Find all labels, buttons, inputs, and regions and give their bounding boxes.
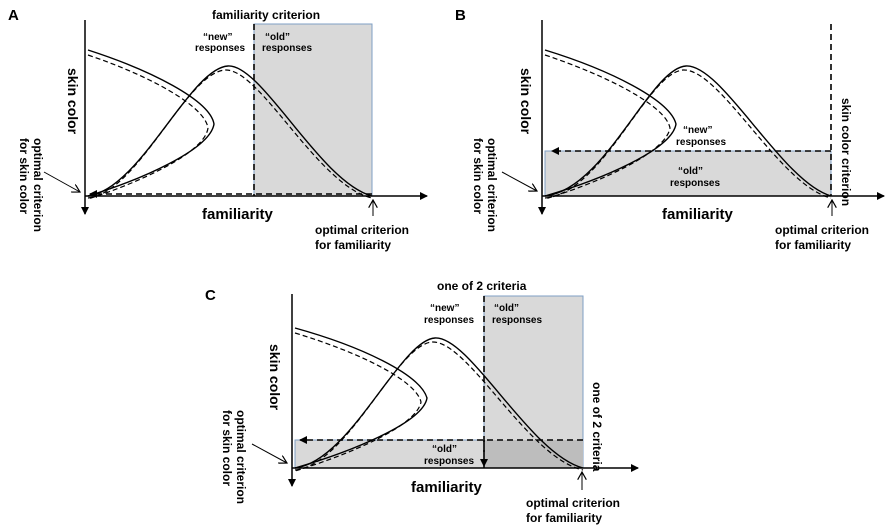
- optimal-fam-1: optimal criterion: [526, 496, 620, 510]
- optimal-fam-1: optimal criterion: [775, 223, 869, 237]
- new-label-2: responses: [195, 43, 245, 54]
- optimal-fam-2: for familiarity: [315, 238, 391, 252]
- x-axis-label: familiarity: [411, 479, 483, 496]
- optimal-fam-2: for familiarity: [526, 511, 602, 525]
- x-axis-label: familiarity: [662, 206, 734, 223]
- distributions: [87, 49, 373, 200]
- old-label-bottom-1: “old”: [432, 444, 457, 455]
- x-axis-label: familiarity: [202, 206, 274, 223]
- old-label-top-2: responses: [492, 315, 542, 326]
- old-label-2: responses: [670, 178, 720, 189]
- side-criterion-label: skin color criterion: [839, 98, 853, 206]
- side-criterion-label: one of 2 criteria: [590, 382, 604, 472]
- panel-label: C: [205, 287, 216, 304]
- old-label-bottom-2: responses: [424, 456, 474, 467]
- optimal-skin-2: for skin color: [17, 138, 31, 214]
- old-label-1: “old”: [678, 166, 703, 177]
- y-axis-label: skin color: [518, 68, 534, 135]
- top-criterion-label: familiarity criterion: [212, 8, 320, 22]
- optimal-skin-1: optimal criterion: [485, 138, 499, 232]
- distributions: [294, 327, 584, 472]
- overlap-region: [484, 440, 583, 468]
- panel-label: A: [8, 7, 19, 24]
- old-label-top-1: “old”: [494, 303, 519, 314]
- old-responses-region: [253, 23, 373, 197]
- optimal-fam-2: for familiarity: [775, 238, 851, 252]
- new-label-2: responses: [676, 137, 726, 148]
- y-axis-label: skin color: [65, 68, 81, 135]
- top-criterion-label: one of 2 criteria: [437, 279, 527, 293]
- optimal-skin-2: for skin color: [471, 138, 485, 214]
- panel-label: B: [455, 7, 466, 24]
- optimal-skin-1: optimal criterion: [234, 410, 248, 504]
- panel-b: B “new” responses “old” responses skin c…: [455, 7, 885, 252]
- optimal-skin-1: optimal criterion: [31, 138, 45, 232]
- distributions: [544, 49, 832, 200]
- optimal-fam-1: optimal criterion: [315, 223, 409, 237]
- new-label-2: responses: [424, 315, 474, 326]
- new-label-1: “new”: [430, 303, 459, 314]
- old-label-2: responses: [262, 43, 312, 54]
- old-responses-region: [544, 150, 832, 197]
- panel-a: A familiarity criterion “new” responses …: [8, 7, 428, 252]
- new-label-1: “new”: [683, 125, 712, 136]
- optimal-skin-2: for skin color: [220, 410, 234, 486]
- new-label-1: “new”: [203, 32, 232, 43]
- y-axis-label: skin color: [267, 344, 283, 411]
- panel-c: C one of 2 criteria “new” responses “old…: [205, 279, 639, 525]
- old-label-1: “old”: [265, 32, 290, 43]
